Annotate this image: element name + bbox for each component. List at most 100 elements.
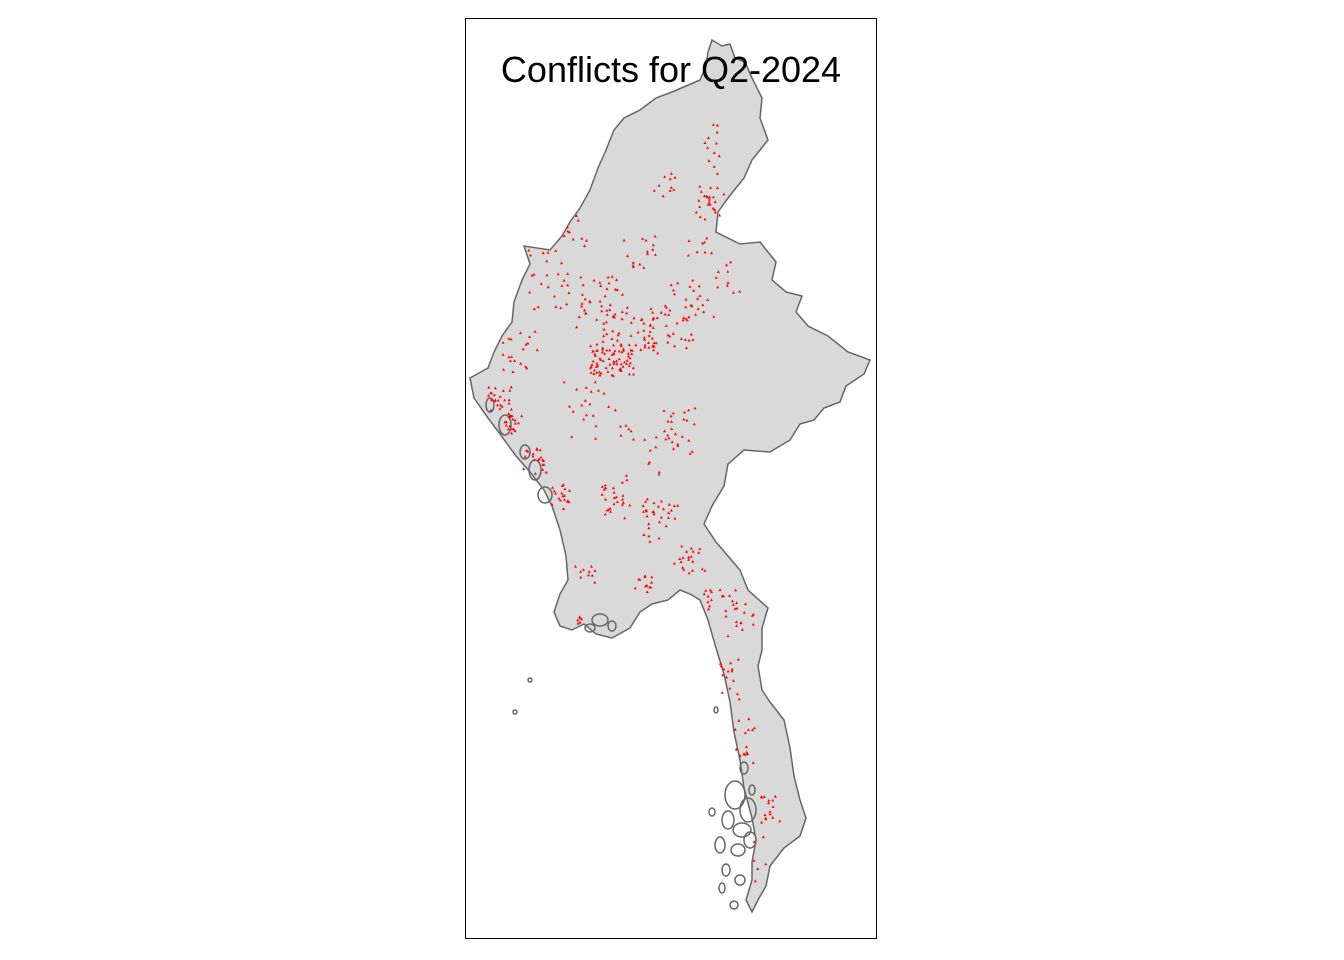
conflict-marker (726, 270, 730, 273)
conflict-marker (617, 357, 621, 361)
conflict-marker (666, 333, 670, 337)
conflict-marker (562, 278, 566, 282)
conflict-marker (487, 394, 490, 397)
conflict-marker (661, 194, 665, 198)
conflict-marker (659, 499, 663, 503)
conflict-marker (631, 263, 635, 267)
conflict-marker (583, 399, 587, 402)
conflict-marker (501, 341, 505, 344)
conflict-marker (598, 373, 602, 377)
conflict-marker (691, 278, 695, 282)
conflict-marker (603, 483, 607, 487)
conflict-marker (725, 263, 728, 267)
conflict-marker (698, 215, 702, 219)
conflict-marker (714, 141, 718, 145)
conflict-marker (646, 252, 650, 256)
conflict-marker (560, 284, 564, 287)
conflict-marker (726, 634, 730, 637)
conflict-marker (629, 429, 633, 433)
conflict-marker (692, 289, 696, 292)
conflict-marker (663, 429, 666, 433)
conflict-marker (672, 188, 676, 191)
conflict-marker (528, 290, 532, 294)
conflict-marker (713, 208, 717, 211)
conflict-marker (722, 667, 726, 671)
conflict-marker (605, 348, 609, 352)
conflict-marker (654, 445, 658, 449)
conflict-marker (584, 239, 588, 242)
conflict-marker (611, 486, 615, 490)
conflict-marker (532, 307, 536, 311)
island-15 (527, 677, 533, 683)
conflict-marker (681, 566, 685, 569)
conflict-marker (706, 136, 710, 139)
conflict-marker (606, 275, 610, 279)
conflict-marker (566, 283, 570, 287)
conflict-marker (659, 515, 663, 519)
conflict-marker (568, 489, 571, 492)
conflict-marker (688, 285, 692, 288)
conflict-marker (507, 337, 511, 340)
conflict-marker (619, 367, 622, 370)
conflict-marker (686, 253, 690, 257)
conflict-marker (602, 327, 606, 331)
conflict-marker (715, 130, 719, 134)
conflict-marker (764, 862, 768, 866)
conflict-marker (599, 371, 603, 375)
conflict-marker (588, 300, 592, 304)
conflict-marker (705, 236, 709, 240)
conflict-marker (496, 398, 500, 402)
conflict-marker (642, 266, 646, 269)
conflict-marker (698, 294, 702, 297)
conflict-marker (641, 504, 645, 507)
conflict-marker (719, 664, 723, 668)
conflict-marker (671, 332, 675, 335)
conflict-marker (732, 679, 735, 682)
conflict-marker (541, 458, 545, 462)
conflict-marker (620, 481, 624, 484)
conflict-marker (567, 291, 571, 294)
conflict-marker (565, 225, 569, 229)
conflict-marker (626, 351, 630, 355)
conflict-marker (638, 578, 642, 581)
conflict-marker (719, 662, 723, 665)
island-9 (718, 882, 726, 894)
conflict-marker (594, 424, 598, 428)
conflict-marker (621, 293, 624, 296)
conflict-marker (714, 276, 718, 279)
conflict-marker (500, 404, 504, 408)
conflict-marker (624, 474, 628, 477)
conflict-marker (554, 491, 558, 495)
conflict-marker (666, 516, 670, 519)
conflict-marker (628, 361, 632, 365)
conflict-marker (673, 292, 676, 296)
conflict-marker (625, 478, 629, 482)
conflict-marker (667, 436, 671, 440)
conflict-marker (669, 414, 673, 418)
conflict-marker (545, 273, 549, 277)
conflict-marker (768, 810, 772, 813)
conflict-marker (689, 546, 693, 550)
conflict-marker (663, 304, 667, 307)
conflict-marker (619, 342, 623, 346)
conflict-marker (709, 186, 713, 189)
conflict-marker (642, 336, 646, 339)
conflict-marker (565, 302, 569, 306)
conflict-marker (622, 360, 626, 364)
conflict-marker (501, 389, 505, 392)
conflict-marker (639, 318, 643, 321)
conflict-marker (676, 504, 680, 507)
conflict-marker (752, 859, 756, 862)
conflict-marker (710, 251, 714, 255)
conflict-marker (753, 726, 756, 730)
conflict-marker (647, 522, 651, 525)
conflict-marker (647, 526, 651, 530)
conflict-marker (603, 352, 607, 355)
conflict-marker (556, 272, 560, 276)
conflict-marker (681, 318, 685, 322)
conflict-marker (672, 561, 676, 565)
conflict-marker (628, 503, 632, 507)
conflict-marker (620, 310, 624, 313)
conflict-marker (707, 159, 711, 162)
conflict-marker (628, 356, 632, 360)
